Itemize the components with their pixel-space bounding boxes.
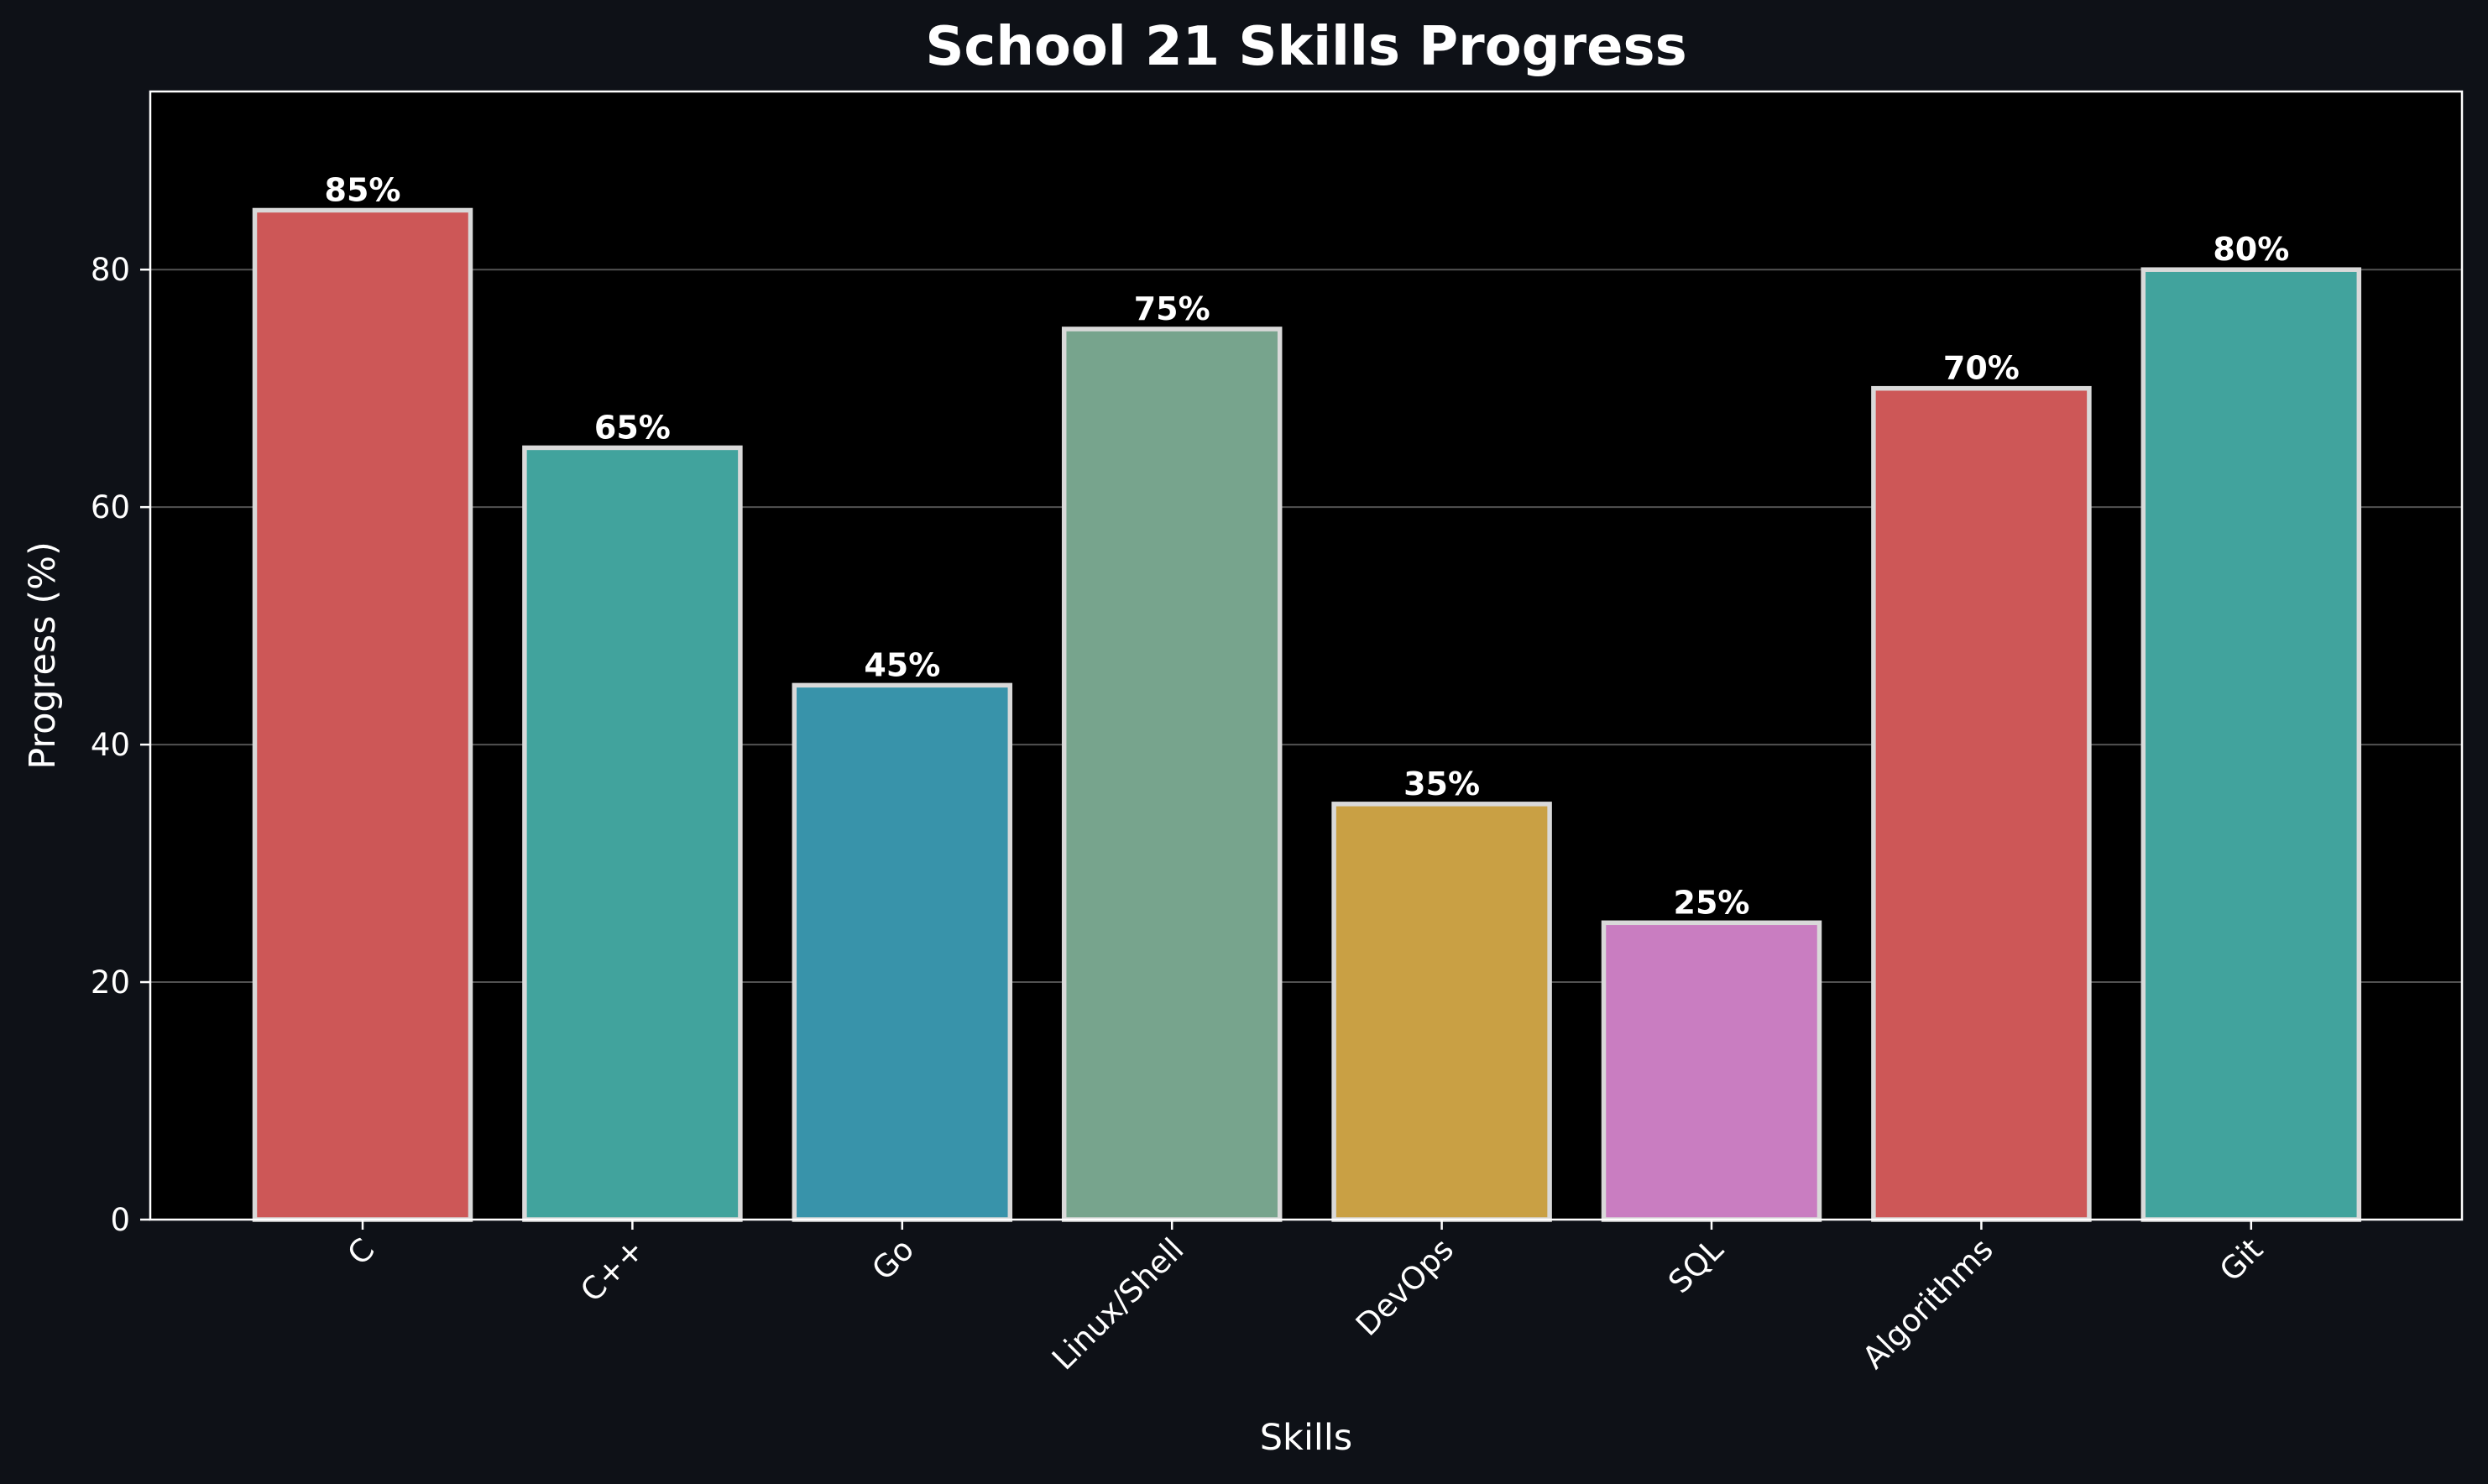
x-tick-label: Linux/Shell (1045, 1231, 1191, 1377)
y-tick-label: 60 (91, 489, 130, 525)
bar-value-label: 65% (594, 409, 671, 446)
x-axis-ticks: C C++ Go Linux/Shell DevOps SQL Algorithms Git (341, 1220, 2270, 1377)
x-tick-label: Algorithms (1856, 1231, 2000, 1376)
plot-frame (149, 90, 2464, 1221)
bar-c (252, 207, 473, 1222)
y-axis-ticks: 0 20 40 60 80 (91, 252, 150, 1238)
bar-value-labels: 85% 65% 45% 75% 35% 25% 70% 80% (325, 171, 2290, 921)
bar-value-label: 75% (1134, 290, 1210, 327)
bar-devops (1331, 802, 1552, 1222)
bar-git (2140, 267, 2362, 1222)
bar-value-label: 70% (1943, 350, 2020, 387)
bar-sql (1601, 920, 1822, 1222)
bar-c- (522, 445, 743, 1222)
bar-value-label: 35% (1403, 766, 1480, 802)
x-tick-label: C (341, 1231, 382, 1272)
bars (252, 207, 2362, 1222)
bar-go (792, 682, 1013, 1222)
x-tick-label: C++ (573, 1231, 651, 1309)
bar-value-label: 25% (1674, 884, 1750, 921)
y-tick-label: 0 (110, 1202, 130, 1238)
x-tick-label: DevOps (1349, 1231, 1461, 1343)
y-tick-label: 80 (91, 252, 130, 288)
bar-linux-shell (1061, 327, 1283, 1222)
bar-value-label: 85% (325, 171, 401, 208)
x-axis-label: Skills (1260, 1417, 1352, 1459)
y-tick-label: 20 (91, 964, 130, 1001)
plot-area (150, 91, 2462, 1220)
bar-value-label: 80% (2213, 231, 2289, 268)
x-tick-label: Git (2213, 1231, 2270, 1288)
y-tick-label: 40 (91, 727, 130, 763)
x-tick-label: SQL (1661, 1231, 1730, 1300)
bar-value-label: 45% (864, 646, 940, 683)
y-axis-label: Progress (%) (22, 541, 64, 770)
bar-algorithms (1871, 385, 2092, 1222)
chart-title: School 21 Skills Progress (925, 16, 1686, 78)
x-tick-label: Go (865, 1231, 921, 1288)
